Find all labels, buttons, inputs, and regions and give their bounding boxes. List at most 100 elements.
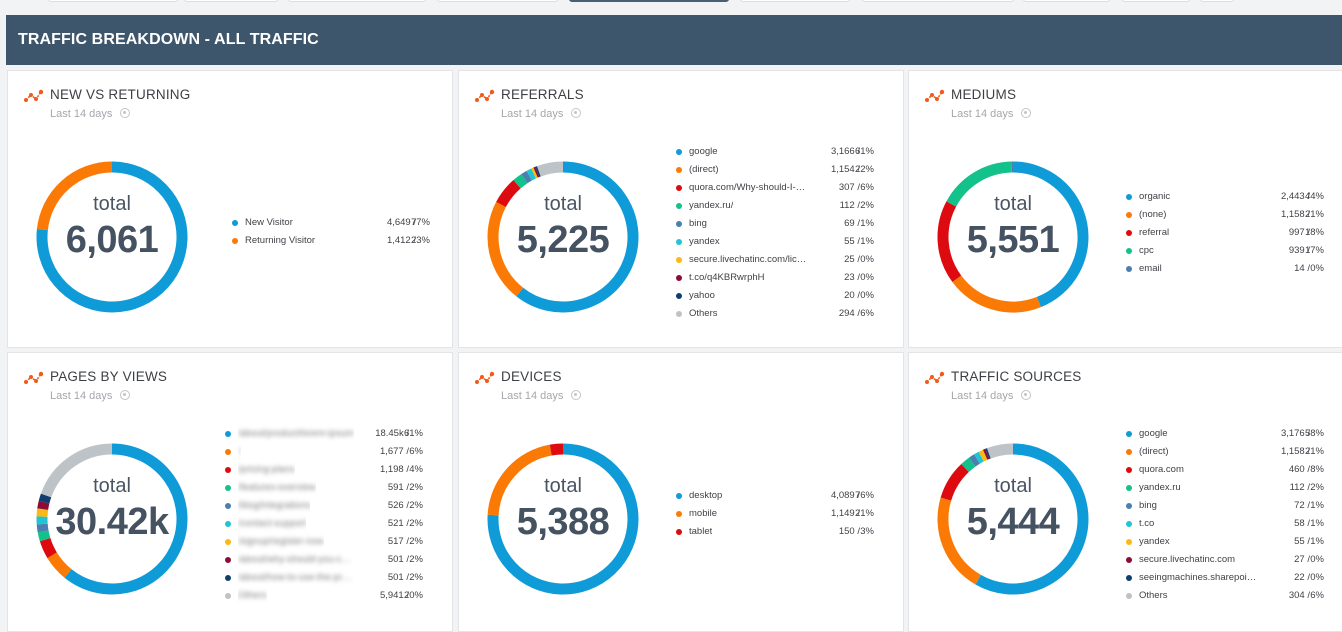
donut-slice[interactable] xyxy=(524,176,529,179)
donut-slice[interactable] xyxy=(972,459,977,462)
legend-item[interactable]: /about/how-to-use-the-product-guide...50… xyxy=(223,569,423,587)
top-tab[interactable] xyxy=(1122,0,1190,2)
donut-slice[interactable] xyxy=(534,173,536,174)
legend-percent: 1% xyxy=(846,215,874,233)
top-tab[interactable] xyxy=(437,0,558,2)
top-tab-active[interactable] xyxy=(569,0,729,2)
legend-label: (direct) xyxy=(689,161,719,179)
legend-label: Returning Visitor xyxy=(245,232,315,250)
info-icon[interactable] xyxy=(1021,390,1031,400)
donut-slice[interactable] xyxy=(981,455,985,457)
legend-item[interactable]: secure.livechatinc.com/lice...25 /0% xyxy=(674,251,874,269)
legend-percent: 3% xyxy=(846,523,874,541)
donut-slice[interactable] xyxy=(965,462,972,468)
section-title: TRAFFIC BREAKDOWN - ALL TRAFFIC xyxy=(6,15,1342,65)
date-range-label: Last 14 days xyxy=(951,108,1013,120)
widget-date-range: Last 14 days xyxy=(501,390,581,402)
info-icon[interactable] xyxy=(120,108,130,118)
donut-slice[interactable] xyxy=(529,173,533,175)
top-tab[interactable] xyxy=(184,0,278,2)
legend-color-dot-icon xyxy=(676,203,682,209)
legend-percent: 77% xyxy=(402,214,430,232)
donut-slice[interactable] xyxy=(551,449,563,450)
widget-date-range: Last 14 days xyxy=(951,108,1031,120)
legend-color-dot-icon xyxy=(1126,503,1132,509)
donut-slice[interactable] xyxy=(537,171,539,172)
legend-color-dot-icon xyxy=(1126,230,1132,236)
top-tab[interactable] xyxy=(1023,0,1110,2)
legend-item[interactable]: quora.com/Why-should-I-u...307 /6% xyxy=(674,179,874,197)
donut-slice[interactable] xyxy=(987,453,989,454)
donut-slice[interactable] xyxy=(52,555,68,573)
legend-label: (direct) xyxy=(1139,443,1169,461)
legend-item[interactable]: /1,677 /6% xyxy=(223,443,423,461)
donut-slice[interactable] xyxy=(539,167,563,171)
top-tab[interactable] xyxy=(288,0,426,2)
donut-slice[interactable] xyxy=(989,449,1013,453)
legend-item[interactable]: (direct)1,158 /21% xyxy=(1124,443,1324,461)
legend-label: /signup/register-now xyxy=(238,533,324,551)
legend-percent: 18% xyxy=(1296,224,1324,242)
legend-percent: 22% xyxy=(846,161,874,179)
donut-slice[interactable] xyxy=(985,454,987,455)
legend-label: t.co/q4KBRwrphH xyxy=(689,269,765,287)
legend-item[interactable]: /about/why-should-you-choose-our-tool...… xyxy=(223,551,423,569)
donut-slice[interactable] xyxy=(957,279,1039,307)
top-tab[interactable] xyxy=(48,0,178,2)
line-chart-icon xyxy=(925,371,945,385)
donut-slice[interactable] xyxy=(977,457,981,459)
info-icon[interactable] xyxy=(1021,108,1031,118)
donut-slice[interactable] xyxy=(536,172,538,173)
legend-item[interactable]: (none)1,158 /21% xyxy=(1124,206,1324,224)
top-tab[interactable] xyxy=(740,0,850,2)
legend-color-dot-icon xyxy=(1126,449,1132,455)
legend-item[interactable]: yandex.ru/112 /2% xyxy=(674,197,874,215)
top-tab[interactable] xyxy=(862,0,1014,2)
donut-total-label: total xyxy=(483,475,643,498)
legend-color-dot-icon xyxy=(225,593,231,599)
info-icon[interactable] xyxy=(120,390,130,400)
legend-item[interactable]: (direct)1,154 /22% xyxy=(674,161,874,179)
info-icon[interactable] xyxy=(571,390,581,400)
date-range-label: Last 14 days xyxy=(50,390,112,402)
legend-percent: 0% xyxy=(846,269,874,287)
legend-color-dot-icon xyxy=(676,529,682,535)
donut-slice[interactable] xyxy=(517,179,524,185)
top-tab[interactable] xyxy=(1200,0,1234,2)
info-icon[interactable] xyxy=(571,108,581,118)
widget-card-mediums: MEDIUMS Last 14 days total 5,551 organic… xyxy=(908,70,1342,348)
legend-percent: 2% xyxy=(1296,479,1324,497)
legend-item[interactable]: seeingmachines.sharepoint...22 /0% xyxy=(1124,569,1324,587)
